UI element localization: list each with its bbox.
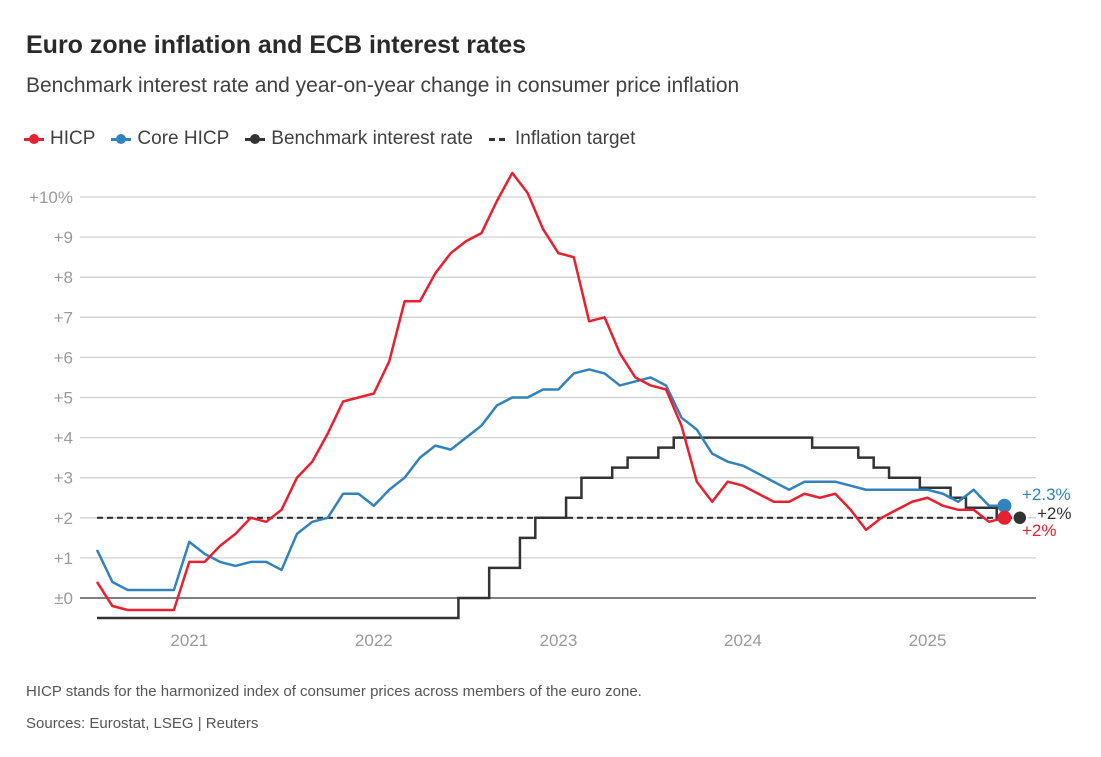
end-dot-core-hicp bbox=[997, 498, 1012, 513]
legend-item-core-hicp: Core HICP bbox=[111, 128, 229, 150]
legend-label: HICP bbox=[50, 128, 96, 149]
legend-item-hicp: HICP bbox=[24, 128, 95, 150]
legend-label: Benchmark interest rate bbox=[271, 128, 473, 149]
y-tick-label: +2 bbox=[54, 509, 73, 528]
legend-marker-benchmark-rate bbox=[245, 132, 266, 146]
x-tick-label: 2025 bbox=[909, 631, 947, 650]
series-line-core-hicp bbox=[95, 368, 1005, 592]
y-tick-label: +6 bbox=[54, 348, 73, 367]
x-tick-label: 2024 bbox=[724, 631, 762, 650]
footnote: HICP stands for the harmonized index of … bbox=[26, 683, 642, 700]
chart-title: Euro zone inflation and ECB interest rat… bbox=[26, 31, 527, 59]
series-line-benchmark-rate bbox=[97, 436, 1020, 620]
y-tick-label: +1 bbox=[54, 549, 73, 568]
x-tick-label: 2023 bbox=[539, 631, 577, 650]
end-dot-hicp bbox=[997, 510, 1012, 525]
legend-marker-core-hicp bbox=[111, 132, 132, 146]
legend-label: Core HICP bbox=[137, 128, 230, 149]
x-tick-label: 2021 bbox=[170, 631, 208, 650]
y-tick-label: +10% bbox=[29, 188, 73, 207]
series-line-hicp bbox=[95, 171, 1005, 612]
legend-item-benchmark-rate: Benchmark interest rate bbox=[245, 128, 473, 150]
sources: Sources: Eurostat, LSEG | Reuters bbox=[26, 715, 259, 732]
legend-marker-hicp bbox=[24, 132, 44, 146]
legend: HICP Core HICP Benchmark interest rate I… bbox=[24, 128, 635, 150]
end-label-hicp: +2% bbox=[1022, 521, 1057, 540]
y-tick-label: +9 bbox=[54, 228, 73, 247]
end-label-core-hicp: +2.3% bbox=[1022, 485, 1071, 504]
end-label-benchmark-rate: +2% bbox=[1037, 504, 1072, 523]
y-tick-label: +4 bbox=[54, 429, 73, 448]
y-tick-label: +5 bbox=[54, 389, 73, 408]
y-tick-label: +8 bbox=[54, 268, 73, 287]
y-tick-label: ±0 bbox=[54, 589, 73, 608]
legend-label: Inflation target bbox=[514, 128, 636, 149]
end-dot-benchmark-rate bbox=[1012, 510, 1028, 526]
x-tick-label: 2022 bbox=[355, 631, 393, 650]
y-tick-label: +3 bbox=[54, 469, 73, 488]
legend-marker-inflation-target bbox=[488, 137, 509, 141]
y-tick-label: +7 bbox=[54, 308, 73, 327]
chart-subtitle: Benchmark interest rate and year-on-year… bbox=[26, 74, 740, 97]
legend-item-inflation-target: Inflation target bbox=[488, 128, 636, 150]
